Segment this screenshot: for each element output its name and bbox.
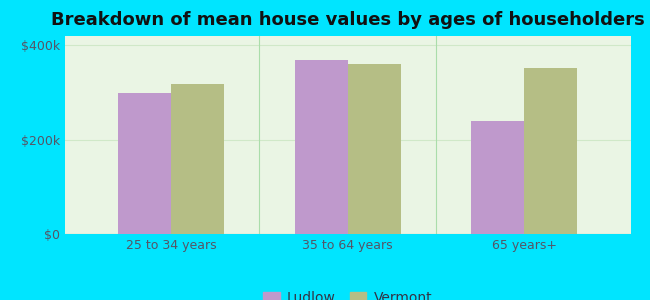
Legend: Ludlow, Vermont: Ludlow, Vermont xyxy=(258,285,437,300)
Bar xyxy=(171,84,224,234)
Bar xyxy=(118,93,171,234)
Bar xyxy=(525,68,577,234)
Bar xyxy=(294,60,348,234)
Bar xyxy=(348,64,401,234)
Title: Breakdown of mean house values by ages of householders: Breakdown of mean house values by ages o… xyxy=(51,11,645,29)
Bar xyxy=(471,121,525,234)
